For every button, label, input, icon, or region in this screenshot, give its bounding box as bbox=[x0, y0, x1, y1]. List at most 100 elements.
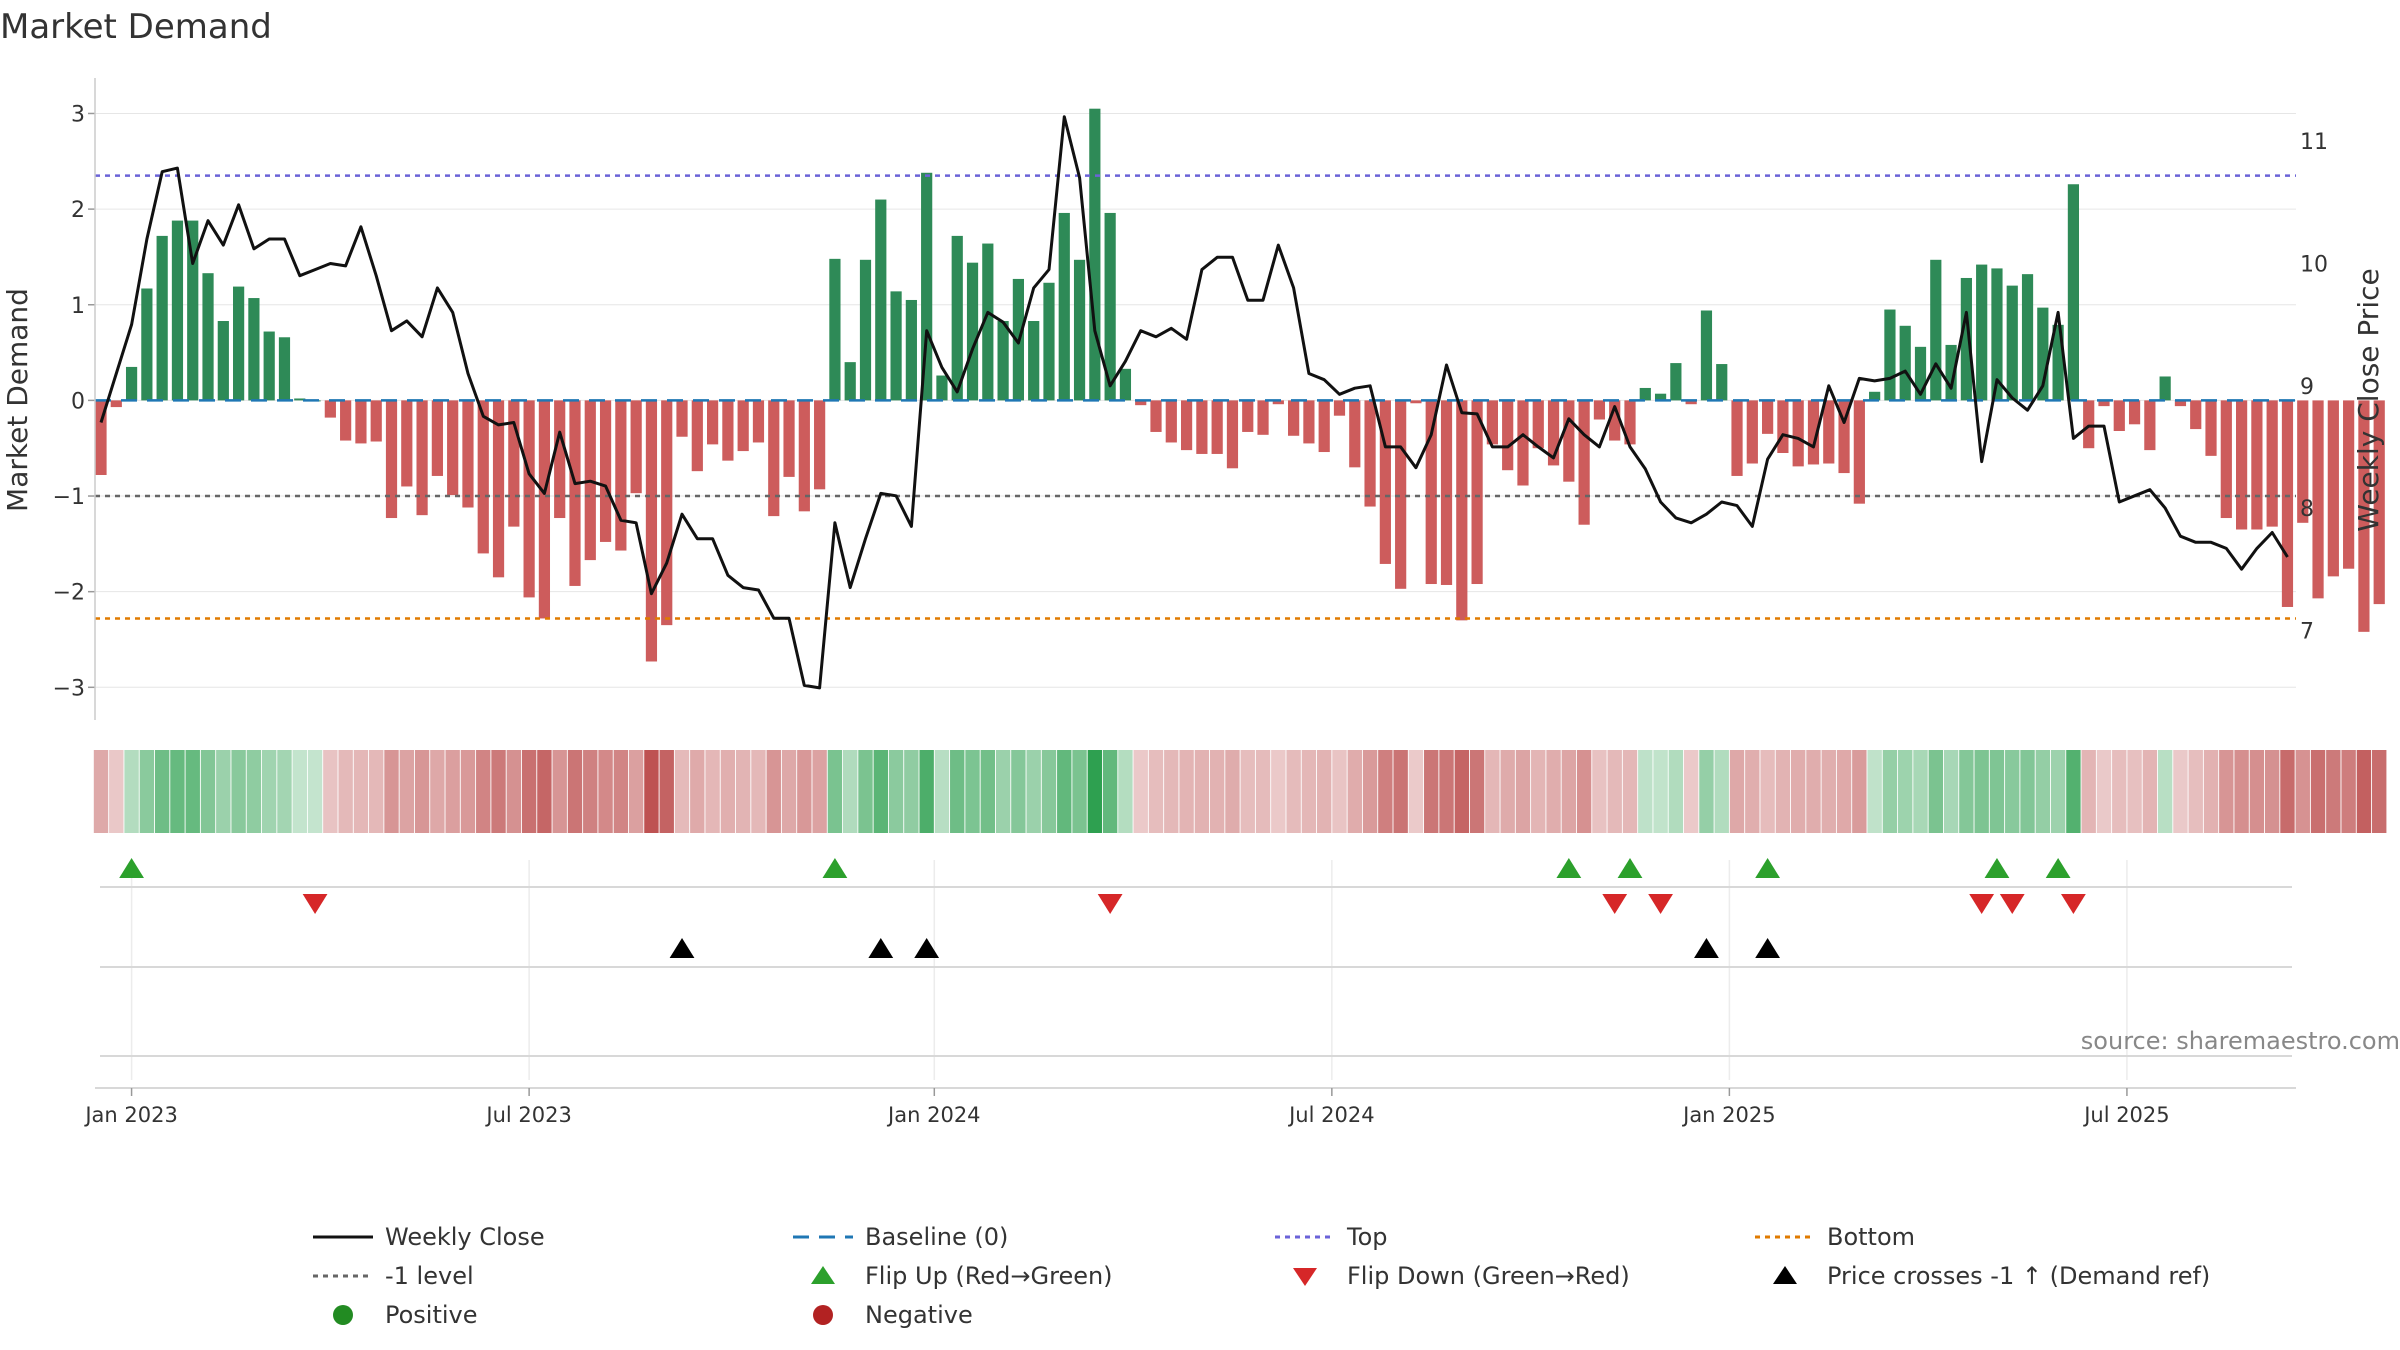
demand-bar bbox=[1609, 400, 1621, 441]
demand-bar bbox=[1135, 400, 1147, 406]
heat-cell bbox=[369, 750, 384, 833]
heat-cell bbox=[1332, 750, 1347, 833]
heat-cell bbox=[1943, 750, 1959, 833]
demand-bar bbox=[1517, 400, 1529, 486]
heat-cell bbox=[445, 750, 460, 833]
heat-cell bbox=[1653, 750, 1668, 833]
flip-up-marker bbox=[822, 858, 848, 878]
demand-bar bbox=[1058, 212, 1070, 401]
heat-cell bbox=[1959, 750, 1974, 833]
demand-bar bbox=[707, 400, 719, 445]
heat-cell bbox=[1592, 750, 1607, 833]
legend-item: Weekly Close bbox=[313, 1223, 545, 1251]
demand-bar bbox=[217, 321, 229, 401]
demand-bar bbox=[431, 400, 443, 476]
signal-markers bbox=[119, 858, 2086, 958]
demand-bar bbox=[554, 400, 566, 519]
heat-cell bbox=[1102, 750, 1118, 833]
heat-cell bbox=[154, 750, 170, 833]
legend-label: Flip Up (Red→Green) bbox=[865, 1262, 1113, 1290]
demand-bar bbox=[615, 400, 627, 551]
heat-cell bbox=[93, 750, 109, 833]
heat-cell bbox=[1515, 750, 1531, 833]
legend-item: Baseline (0) bbox=[793, 1223, 1008, 1251]
heat-cell bbox=[216, 750, 231, 833]
demand-bar bbox=[477, 400, 489, 554]
demand-bar bbox=[1089, 108, 1101, 401]
heat-cell bbox=[1898, 750, 1913, 833]
heat-cell bbox=[1439, 750, 1454, 833]
demand-bar bbox=[538, 400, 551, 619]
x-tick-label: Jan 2023 bbox=[83, 1103, 178, 1127]
legend-item: Top bbox=[1275, 1223, 1388, 1251]
demand-bar bbox=[599, 400, 612, 542]
demand-bar bbox=[523, 400, 535, 598]
demand-bar bbox=[783, 400, 795, 477]
heat-cell bbox=[292, 750, 307, 833]
price-line bbox=[99, 115, 2289, 690]
demand-bar bbox=[1777, 400, 1789, 453]
heat-cell bbox=[2188, 750, 2203, 833]
demand-bar bbox=[2281, 400, 2294, 607]
demand-bar bbox=[2312, 400, 2324, 599]
demand-bar bbox=[1073, 259, 1086, 401]
flip-down-marker bbox=[2061, 894, 2086, 914]
flip-down-marker bbox=[1999, 894, 2025, 914]
demand-bar bbox=[859, 259, 872, 401]
demand-bar bbox=[1257, 400, 1269, 435]
heat-cell bbox=[1317, 750, 1332, 833]
heat-cell bbox=[1699, 750, 1714, 833]
x-tick-label: Jan 2025 bbox=[1681, 1103, 1776, 1127]
x-tick-label: Jul 2025 bbox=[2082, 1103, 2169, 1127]
y-tick-label: 3 bbox=[71, 102, 85, 127]
heat-cell bbox=[674, 750, 690, 833]
demand-bar bbox=[1884, 309, 1896, 401]
y-tick-label: −3 bbox=[53, 676, 85, 701]
legend-label: Negative bbox=[865, 1301, 973, 1329]
demand-bar bbox=[2297, 400, 2309, 523]
price-cross-marker bbox=[669, 938, 695, 958]
heat-cell bbox=[1286, 750, 1301, 833]
heat-cell bbox=[1469, 750, 1485, 833]
heat-cell bbox=[598, 750, 613, 833]
demand-bar bbox=[156, 235, 168, 401]
demand-bar bbox=[2327, 400, 2339, 577]
heat-cell bbox=[1913, 750, 1928, 833]
heat-cell bbox=[2081, 750, 2096, 833]
heat-cell bbox=[338, 750, 353, 833]
heat-cell bbox=[1622, 750, 1638, 833]
heat-cell bbox=[904, 750, 919, 833]
demand-bar bbox=[1456, 400, 1468, 621]
heat-cell bbox=[323, 750, 338, 833]
demand-bar bbox=[1502, 400, 1514, 471]
heat-cell bbox=[307, 750, 323, 833]
heat-cell bbox=[1668, 750, 1684, 833]
flip-down-marker bbox=[302, 894, 328, 914]
flip-down-marker bbox=[1097, 894, 1123, 914]
demand-bar bbox=[814, 400, 826, 490]
heat-cell bbox=[1454, 750, 1470, 833]
heat-cell bbox=[1347, 750, 1362, 833]
demand-bar bbox=[905, 299, 917, 401]
legend-swatch bbox=[1293, 1268, 1317, 1286]
x-tick-label: Jan 2024 bbox=[886, 1103, 981, 1127]
demand-bar bbox=[1165, 400, 1177, 443]
demand-bar bbox=[1976, 264, 1988, 401]
legend-item: Negative bbox=[813, 1301, 973, 1329]
demand-bar bbox=[1242, 400, 1254, 432]
demand-bar bbox=[1685, 400, 1697, 405]
grid-layer bbox=[95, 112, 2296, 1080]
demand-bar bbox=[982, 243, 994, 401]
heat-cell bbox=[858, 750, 873, 833]
heat-cell bbox=[583, 750, 598, 833]
heat-cell bbox=[797, 750, 812, 833]
heat-cell bbox=[200, 750, 216, 833]
demand-bar bbox=[2174, 400, 2187, 407]
heat-cell bbox=[751, 750, 766, 833]
demand-bar bbox=[1425, 400, 1437, 585]
y-tick-label: 2 bbox=[71, 198, 85, 223]
demand-bar bbox=[385, 400, 398, 519]
heat-cell bbox=[2112, 750, 2127, 833]
demand-bar bbox=[1272, 400, 1284, 405]
heat-cell bbox=[1531, 750, 1546, 833]
